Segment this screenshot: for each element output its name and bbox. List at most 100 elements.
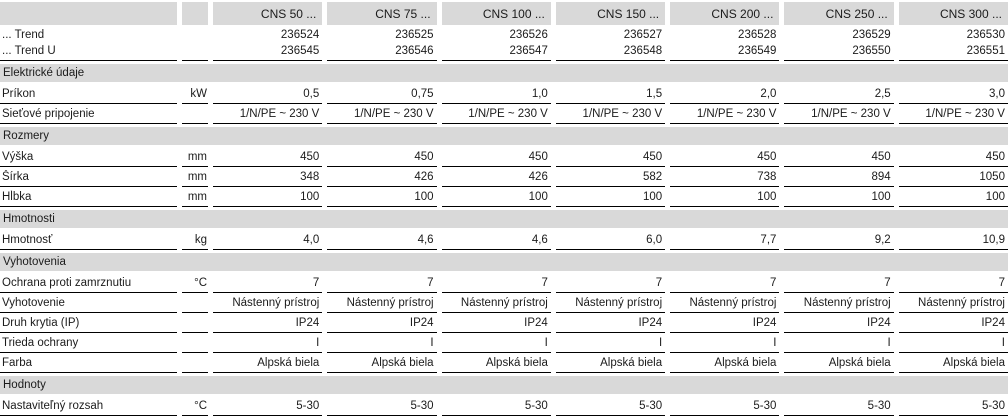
cell-value: 450 [555, 150, 666, 167]
row-unit: °C [182, 276, 208, 293]
cell-value: 7 [555, 276, 666, 293]
cell-value: 4,0 [213, 233, 323, 250]
cell-value: 1/N/PE ~ 230 V [555, 107, 666, 124]
cell-value: 100 [898, 190, 1008, 207]
cell-value: 5-30 [213, 399, 323, 416]
cell-value: 7 [327, 276, 437, 293]
cell-value: I [441, 336, 551, 353]
column-header: CNS 200 ... [670, 2, 780, 25]
product-number: 236530 [966, 29, 1005, 41]
cell-value: 426 [327, 170, 437, 187]
row-label: Druh krytia (IP) [0, 316, 177, 333]
cell-value: IP24 [784, 316, 894, 333]
cell-value: 450 [898, 150, 1008, 167]
cell-value: 6,0 [555, 233, 666, 250]
cell-value: 1,5 [555, 87, 666, 104]
cell-value: 348 [213, 170, 323, 187]
row-unit: mm [182, 150, 208, 167]
cell-value: Alpská biela [327, 356, 437, 373]
cell-value: 426 [441, 170, 551, 187]
cell-value: 1/N/PE ~ 230 V [784, 107, 894, 124]
table-row: Sieťové pripojenie 1/N/PE ~ 230 V 1/N/PE ~… [0, 104, 1008, 124]
cell-value: Alpská biela [670, 356, 780, 373]
cell-value: Nástenný prístroj [670, 296, 780, 313]
row-unit [182, 350, 208, 353]
cell-value: 1/N/PE ~ 230 V [441, 107, 551, 124]
row-unit: kW [182, 87, 208, 104]
table-row: Trieda ochrany I I I I I I I [0, 333, 1008, 353]
product-number: 236550 [784, 44, 894, 61]
product-number: 236547 [441, 44, 551, 61]
cell-value: 450 [213, 150, 323, 167]
cell-value: Alpská biela [784, 356, 894, 373]
cell-value: 100 [555, 190, 666, 207]
product-number: 236545 [213, 44, 323, 61]
row-label: ... Trend U [0, 44, 177, 61]
cell-value: 450 [670, 150, 780, 167]
product-number: 236551 [898, 44, 1008, 61]
row-unit [182, 121, 208, 124]
cell-value: IP24 [670, 316, 780, 333]
cell-value: IP24 [327, 316, 437, 333]
cell-value: 100 [213, 190, 323, 207]
section-header: Hodnoty [0, 376, 1008, 394]
cell-value: 5-30 [670, 399, 780, 416]
product-number: 236528 [738, 29, 777, 41]
cell-value: Alpská biela [213, 356, 323, 373]
product-number: 236526 [509, 29, 548, 41]
cell-value: IP24 [898, 316, 1008, 333]
table-row: Výška mm 450 450 450 450 450 450 450 [0, 147, 1008, 167]
cell-value: 450 [784, 150, 894, 167]
cell-value: 100 [670, 190, 780, 207]
cell-value: 7 [670, 276, 780, 293]
section-header: Vyhotovenia [0, 253, 1008, 271]
product-row: ... Trend 236524 236525 236526 236527 236528 2… [0, 28, 1008, 44]
cell-value: 2,0 [670, 87, 780, 104]
cell-value: 4,6 [327, 233, 437, 250]
row-label: Trieda ochrany [0, 336, 177, 353]
table-row: Šírka mm 348 426 426 582 738 894 1050 [0, 167, 1008, 187]
cell-value: 5-30 [555, 399, 666, 416]
column-header: CNS 150 ... [555, 2, 666, 25]
row-label: Farba [0, 356, 177, 373]
cell-value: 100 [441, 190, 551, 207]
cell-value: Alpská biela [898, 356, 1008, 373]
table-row: Hĺbka mm 100 100 100 100 100 100 100 [0, 187, 1008, 207]
cell-value: 5-30 [327, 399, 437, 416]
cell-value: 5-30 [441, 399, 551, 416]
row-label: Šírka [0, 170, 177, 187]
row-unit: °C [182, 399, 208, 416]
section-header: Elektrické údaje [0, 64, 1008, 82]
column-header: CNS 300 ... [898, 2, 1008, 25]
cell-value: IP24 [213, 316, 323, 333]
cell-value: 3,0 [898, 87, 1008, 104]
cell-value: 9,2 [784, 233, 894, 250]
cell-value: 1/N/PE ~ 230 V [898, 107, 1008, 124]
section-header: Rozmery [0, 127, 1008, 145]
product-number: 236549 [670, 44, 780, 61]
column-header: CNS 250 ... [784, 2, 894, 25]
cell-value: 5-30 [784, 399, 894, 416]
cell-value: Nástenný prístroj [898, 296, 1008, 313]
table-row: Príkon kW 0,5 0,75 1,0 1,5 2,0 2,5 3,0 [0, 84, 1008, 104]
cell-value: 450 [327, 150, 437, 167]
table-header-row: CNS 50 ... CNS 75 ... CNS 100 ... CNS 150 .… [0, 2, 1008, 25]
table-row: Farba Alpská biela Alpská biela Alpská biel… [0, 353, 1008, 373]
cell-value: Nástenný prístroj [327, 296, 437, 313]
cell-value: 7 [213, 276, 323, 293]
cell-value: 0,75 [327, 87, 437, 104]
row-label: Nastaviteľný rozsah [0, 399, 177, 416]
cell-value: Alpská biela [555, 356, 666, 373]
row-unit [182, 310, 208, 313]
product-number: 236525 [395, 29, 434, 41]
cell-value: I [213, 336, 323, 353]
row-unit [182, 58, 208, 61]
table-row: Druh krytia (IP) IP24 IP24 IP24 IP24 IP24 IP24… [0, 313, 1008, 333]
cell-value: 7,7 [670, 233, 780, 250]
cell-value: Nástenný prístroj [213, 296, 323, 313]
cell-value: 5-30 [898, 399, 1008, 416]
row-unit [182, 42, 208, 44]
cell-value: 7 [784, 276, 894, 293]
cell-value: 450 [441, 150, 551, 167]
cell-value: 10,9 [898, 233, 1008, 250]
